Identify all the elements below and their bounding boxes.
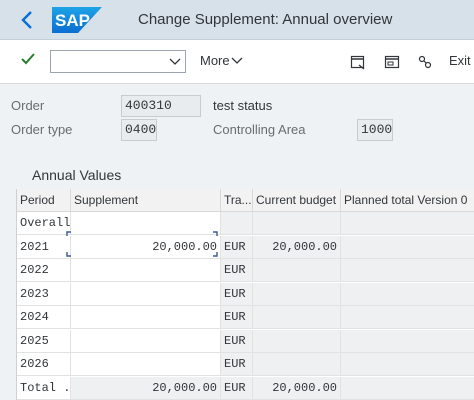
- current-budget-cell: [253, 259, 341, 282]
- current-budget-cell: 20,000.00: [253, 235, 341, 259]
- supplement-input[interactable]: [71, 353, 221, 376]
- column-header-planned-total[interactable]: Planned total Version 0: [341, 189, 474, 212]
- order-status-text: test status: [213, 98, 273, 113]
- supplement-input[interactable]: 20,000.00: [71, 235, 221, 259]
- period-cell: 2022: [17, 259, 71, 282]
- annual-values-title: Annual Values: [32, 167, 122, 183]
- supplement-input[interactable]: [71, 329, 221, 353]
- currency-cell: EUR: [221, 353, 253, 376]
- order-field[interactable]: 400310: [121, 95, 201, 117]
- checkmark-icon[interactable]: [20, 51, 36, 67]
- window-icon[interactable]: [384, 54, 400, 70]
- supplement-input[interactable]: [71, 306, 221, 329]
- new-window-icon[interactable]: [350, 54, 366, 70]
- supplement-input: 20,000.00: [71, 376, 221, 400]
- back-arrow-icon[interactable]: [18, 9, 38, 31]
- currency-cell: EUR: [221, 376, 253, 400]
- planned-total-cell: [341, 329, 474, 353]
- supplement-input[interactable]: [71, 259, 221, 282]
- period-cell: Total ...: [17, 376, 71, 400]
- current-budget-cell: [253, 306, 341, 329]
- toolbar: More Exit: [0, 40, 474, 84]
- more-chevron-down-icon[interactable]: [231, 57, 243, 65]
- controlling-area-field[interactable]: 1000: [357, 119, 393, 141]
- currency-cell: EUR: [221, 306, 253, 329]
- period-cell: 2025: [17, 329, 71, 353]
- settings-icon[interactable]: [417, 54, 433, 70]
- controlling-area-label: Controlling Area: [213, 122, 306, 137]
- order-type-label: Order type: [11, 122, 73, 137]
- column-header-transaction-currency[interactable]: Tra...: [221, 189, 253, 212]
- order-type-field[interactable]: 0400: [121, 119, 157, 141]
- currency-cell: [221, 212, 253, 235]
- planned-total-cell: [341, 353, 474, 376]
- column-header-supplement[interactable]: Supplement: [71, 189, 221, 212]
- order-label: Order: [11, 98, 45, 113]
- exit-button[interactable]: Exit: [449, 53, 471, 68]
- title-bar: SAP Change Supplement: Annual overview: [0, 0, 474, 40]
- more-menu-button[interactable]: More: [200, 53, 230, 68]
- period-cell: Overall: [17, 212, 71, 235]
- planned-total-cell: [341, 235, 474, 259]
- planned-total-cell: [341, 212, 474, 235]
- current-budget-cell: 20,000.00: [253, 376, 341, 400]
- supplement-input[interactable]: [71, 282, 221, 306]
- chevron-down-icon[interactable]: [169, 57, 181, 66]
- planned-total-cell: [341, 306, 474, 329]
- column-header-current-budget[interactable]: Current budget: [253, 189, 341, 212]
- command-field[interactable]: [50, 50, 186, 73]
- sap-logo-text: SAP: [55, 11, 90, 30]
- period-cell: 2024: [17, 306, 71, 329]
- currency-cell: EUR: [221, 259, 253, 282]
- column-header-period[interactable]: Period: [17, 189, 71, 212]
- current-budget-cell: [253, 282, 341, 306]
- period-cell: 2021: [17, 235, 71, 259]
- current-budget-cell: [253, 353, 341, 376]
- annual-values-table: Period Supplement Tra... Current budget …: [16, 189, 474, 400]
- planned-total-cell: [341, 376, 474, 400]
- period-cell: 2026: [17, 353, 71, 376]
- currency-cell: EUR: [221, 282, 253, 306]
- planned-total-cell: [341, 282, 474, 306]
- sap-logo: SAP: [52, 7, 102, 33]
- current-budget-cell: [253, 329, 341, 353]
- period-cell: 2023: [17, 282, 71, 306]
- page-title: Change Supplement: Annual overview: [138, 11, 393, 28]
- currency-cell: EUR: [221, 235, 253, 259]
- supplement-input[interactable]: [71, 212, 221, 235]
- currency-cell: EUR: [221, 329, 253, 353]
- planned-total-cell: [341, 259, 474, 282]
- current-budget-cell: [253, 212, 341, 235]
